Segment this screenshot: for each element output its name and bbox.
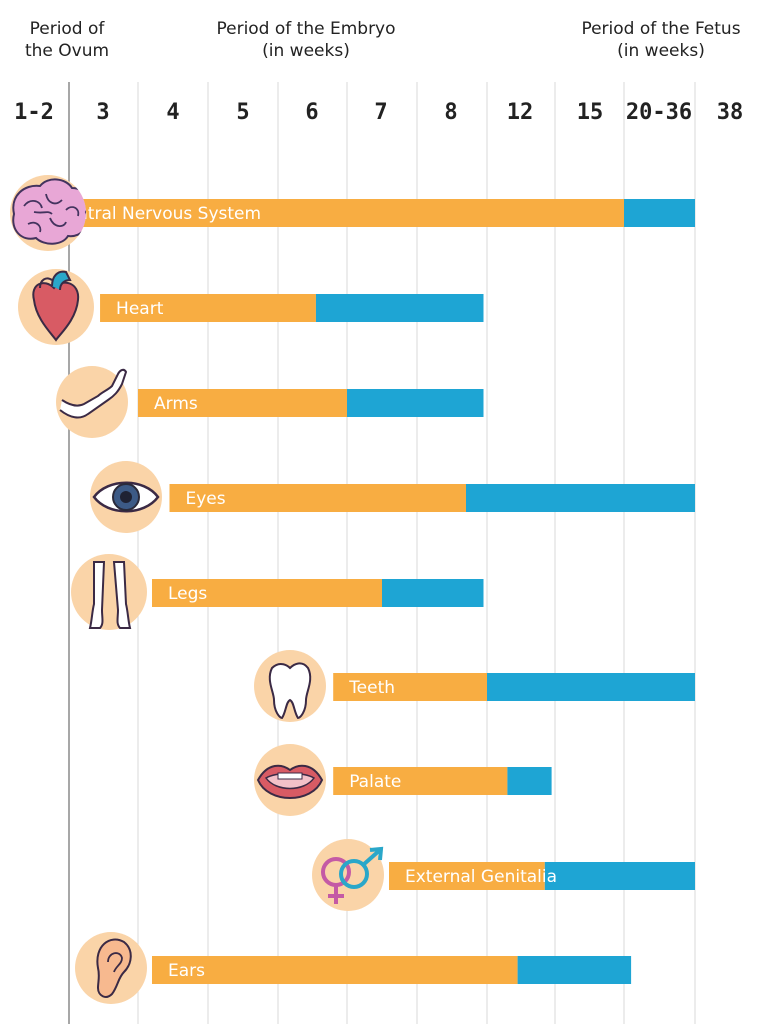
- bar-sensitive-segment: [100, 294, 316, 322]
- bar-label: Teeth: [348, 678, 395, 698]
- bar-sensitive-segment: [169, 484, 466, 512]
- period-ovum-label: Period of the Ovum: [24, 19, 110, 61]
- bar-less-sensitive-segment: [315, 294, 484, 322]
- period-embryo-label: Period of the Embryo (in weeks): [216, 19, 396, 61]
- bar-less-sensitive-segment: [347, 389, 484, 417]
- legs-icon: [71, 554, 147, 630]
- bar-less-sensitive-segment: [382, 579, 484, 607]
- ear-icon: [75, 932, 147, 1004]
- bar-less-sensitive-segment: [507, 767, 552, 795]
- bar-sensitive-segment: [333, 673, 487, 701]
- bar-sensitive-segment: [152, 579, 382, 607]
- bar-label: Ears: [168, 961, 205, 981]
- tick-label: 5: [236, 100, 249, 125]
- bar-sensitive-segment: [333, 767, 508, 795]
- bar-less-sensitive-segment: [517, 956, 632, 984]
- bar-less-sensitive-segment: [624, 199, 695, 227]
- bar-label: Central Nervous System: [55, 204, 261, 224]
- bar-label: Heart: [116, 299, 164, 319]
- bar-sensitive-segment: [389, 862, 545, 890]
- tick-label: 8: [444, 100, 457, 125]
- tick-label: 7: [374, 100, 387, 125]
- bar-label: Arms: [154, 394, 198, 414]
- bar-label: External Genitalia: [405, 867, 557, 887]
- bar-sensitive-segment: [152, 956, 518, 984]
- arm-icon: [56, 366, 128, 438]
- mouth-icon: [254, 744, 326, 816]
- tick-label: 1-2: [14, 100, 54, 125]
- bar-sensitive-segment: [20, 199, 624, 227]
- bar-less-sensitive-segment: [544, 862, 695, 890]
- bar-label: Palate: [349, 772, 401, 792]
- tick-label: 3: [96, 100, 109, 125]
- tick-label: 4: [166, 100, 179, 125]
- bar-label: Eyes: [186, 489, 226, 509]
- tick-label: 38: [717, 100, 744, 125]
- gender-symbol-icon: [312, 839, 384, 911]
- tooth-icon: [254, 650, 326, 722]
- tick-label: 6: [305, 100, 318, 125]
- bar-less-sensitive-segment: [487, 673, 695, 701]
- eye-icon: [90, 461, 162, 533]
- period-fetus-label: Period of the Fetus (in weeks): [581, 19, 741, 61]
- tick-label: 15: [577, 100, 604, 125]
- bar-sensitive-segment: [138, 389, 347, 417]
- tick-label: 20-36: [626, 100, 692, 125]
- brain-icon: [10, 175, 86, 251]
- heart-icon: [18, 269, 94, 345]
- bar-label: Legs: [168, 584, 207, 604]
- bar-less-sensitive-segment: [466, 484, 695, 512]
- tick-label: 12: [507, 100, 534, 125]
